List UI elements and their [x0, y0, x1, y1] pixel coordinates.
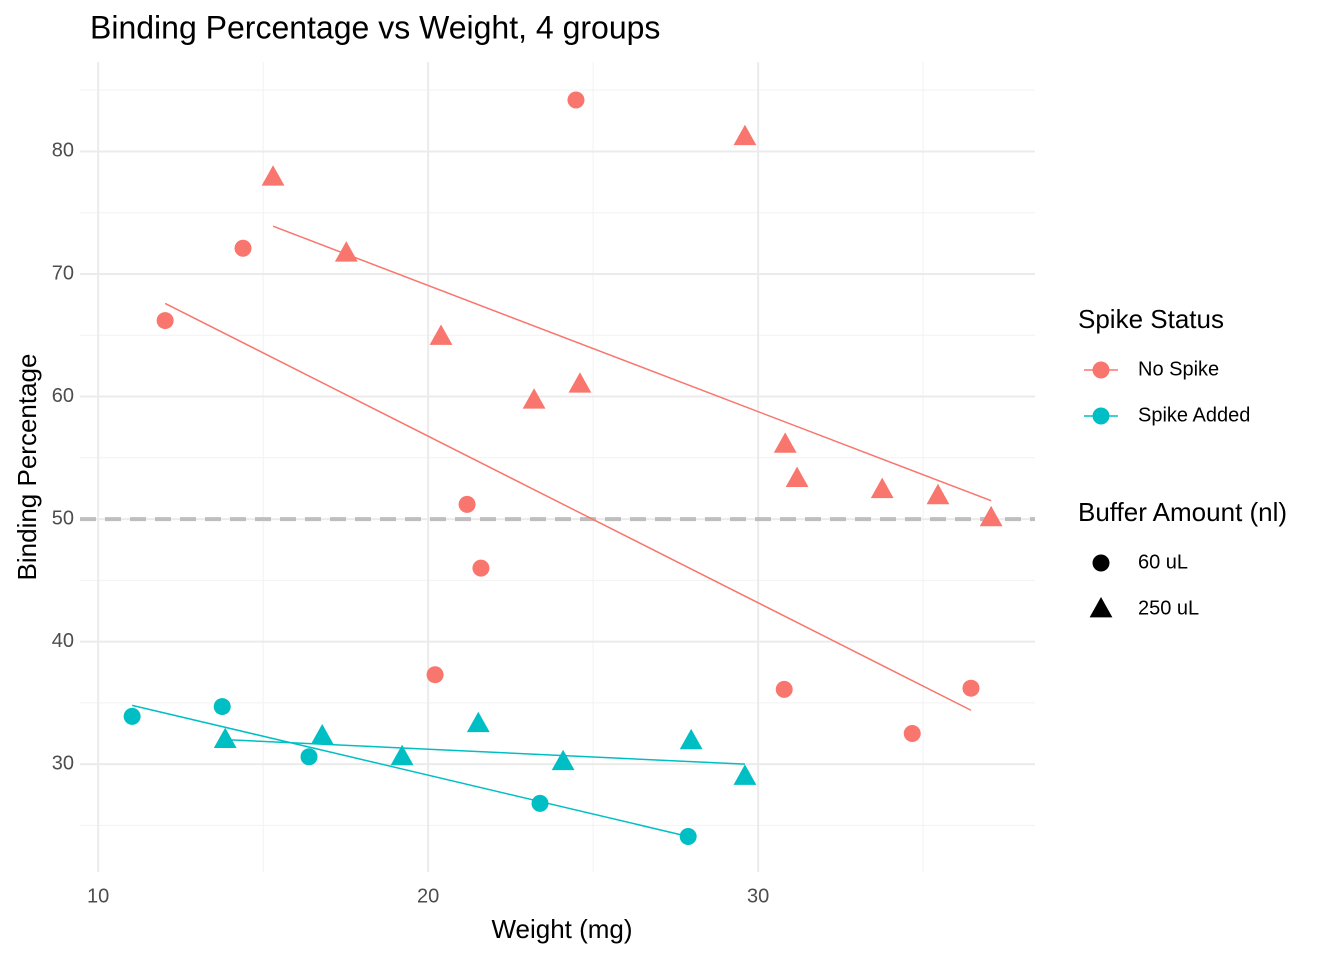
chart-title: Binding Percentage vs Weight, 4 groups: [90, 9, 660, 45]
fit-line: [164, 302, 972, 711]
point: [733, 764, 757, 785]
point: [426, 666, 444, 684]
legend-key: [1092, 361, 1110, 379]
legend-title: Buffer Amount (nl): [1078, 497, 1287, 527]
y-tick-label: 60: [52, 385, 74, 407]
point: [390, 744, 414, 766]
point: [261, 165, 285, 186]
point: [522, 388, 546, 409]
y-tick-label: 70: [52, 262, 74, 284]
point: [551, 749, 575, 771]
legend-key: [1092, 554, 1110, 572]
point: [458, 495, 476, 513]
point: [334, 241, 358, 262]
point: [156, 312, 174, 330]
point: [679, 827, 697, 845]
point: [472, 559, 490, 577]
point: [733, 124, 757, 146]
legend-key: [1092, 407, 1110, 425]
legend-title: Spike Status: [1078, 304, 1224, 334]
x-tick-label: 10: [87, 885, 109, 907]
legend-label: 60 uL: [1138, 551, 1188, 573]
y-axis-label: Binding Percentage: [12, 354, 42, 581]
fit-line: [131, 704, 689, 838]
point: [429, 324, 453, 345]
point: [568, 372, 592, 393]
point: [979, 505, 1003, 527]
point: [234, 239, 252, 257]
point: [962, 679, 980, 697]
y-tick-label: 30: [52, 752, 74, 774]
point: [123, 707, 141, 725]
point: [213, 727, 237, 749]
x-axis-label: Weight (mg): [491, 914, 632, 944]
fit-line: [272, 225, 992, 502]
point: [870, 477, 894, 499]
y-tick-label: 80: [52, 140, 74, 162]
point: [775, 680, 793, 698]
point: [531, 794, 549, 812]
point: [903, 725, 921, 743]
legend-label: 250 uL: [1138, 597, 1199, 619]
x-tick-label: 30: [747, 885, 769, 907]
y-tick-label: 40: [52, 630, 74, 652]
x-tick-label: 20: [417, 885, 439, 907]
point: [213, 698, 231, 716]
point: [679, 728, 703, 750]
point: [300, 748, 318, 766]
legend-key: [1089, 597, 1113, 618]
point: [926, 483, 950, 505]
point: [785, 466, 809, 488]
legend-label: Spike Added: [1138, 404, 1250, 426]
legend-label: No Spike: [1138, 358, 1219, 380]
y-tick-label: 50: [52, 507, 74, 529]
point: [773, 432, 797, 453]
point: [466, 711, 490, 733]
point: [567, 91, 585, 109]
point: [310, 723, 334, 745]
